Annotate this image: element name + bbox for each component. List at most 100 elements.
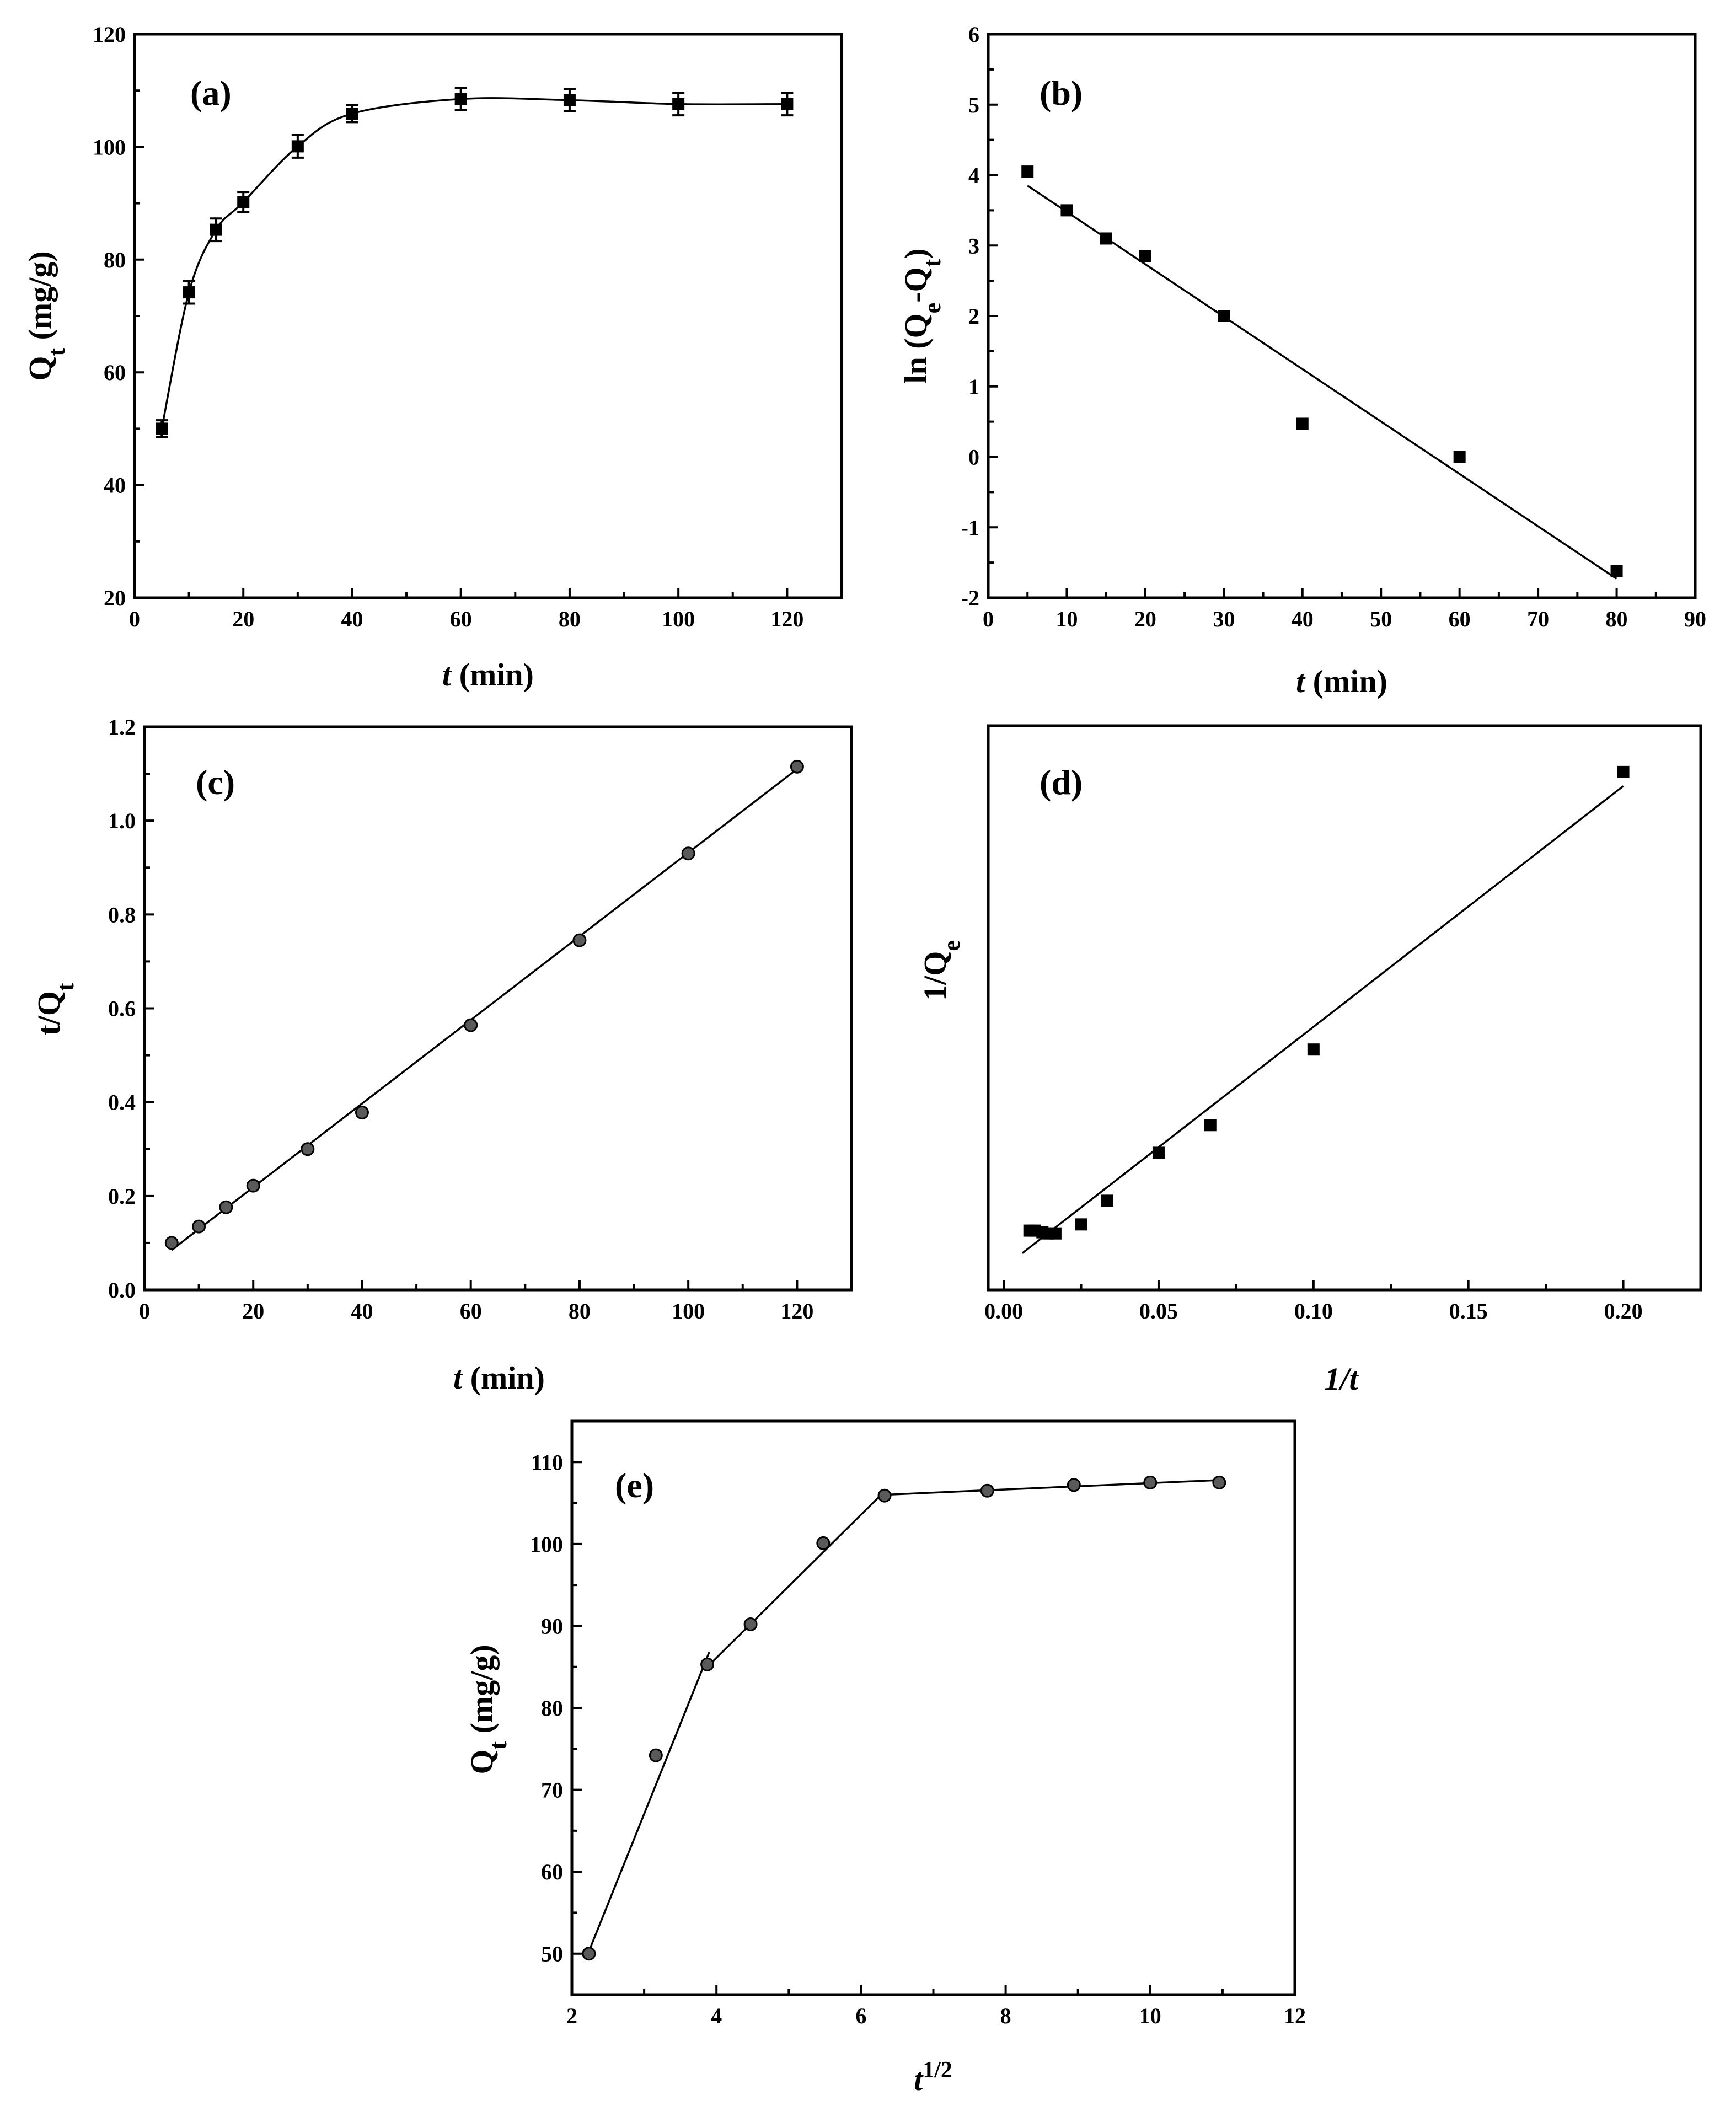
y-tick-label: 60 [541,1860,563,1884]
panel-label: (a) [190,73,232,112]
data-point [346,108,358,120]
x-tick-label: 30 [1213,607,1235,631]
x-axis-title: t1/2 [914,2057,952,2097]
y-tick-label: 1.0 [108,808,136,833]
tick-marks [1003,1280,1625,1290]
x-axis-title-italic: 1/t [1324,1361,1359,1397]
x-tick-label: 0.20 [1604,1299,1643,1323]
y-tick-label: 0.2 [108,1184,136,1209]
data-point [1218,310,1230,322]
y-tick-label: 1 [968,374,979,399]
x-tick-label: 20 [242,1299,264,1323]
data-point [1100,232,1112,245]
x-tick-label: 20 [232,607,254,631]
data-point [1617,765,1630,778]
x-tick-label: 70 [1527,607,1549,631]
y-tick-labels: 0.0 0.2 0.4 0.6 0.8 1.0 1.2 [108,715,136,1303]
panel-label: (c) [196,763,235,802]
plot-frame [143,725,853,1292]
y-tick-label: 4 [968,163,979,188]
data-point [563,94,576,106]
y-axis-title-mid: -Q [898,267,934,302]
fit-line [585,1652,710,1958]
data-point [1101,1194,1113,1207]
x-tick-label: 0 [983,607,994,631]
data-point [1139,250,1151,262]
y-axis-title-rest: (mg/g) [22,251,58,348]
data-point [1152,1146,1165,1159]
data-point [743,1617,758,1631]
plot-frame [987,724,1702,1292]
plot-frame [987,33,1697,599]
x-tick-label: 100 [672,1299,705,1323]
panel-label: (d) [1040,763,1083,802]
x-tick-label: 120 [780,1299,813,1323]
y-axis-title-main: Q [22,356,58,381]
y-axis-title-main: Q [464,1750,500,1775]
data-point [672,98,685,110]
y-tick-label: 80 [541,1696,563,1721]
x-tick-label: 50 [1370,607,1392,631]
y-tick-labels: -2 -1 0 1 2 3 4 5 6 [961,22,979,610]
data-point [816,1536,831,1550]
x-axis-title-italic: t [453,1360,463,1396]
y-tick-label: 20 [104,586,126,610]
x-tick-label: 90 [1684,607,1706,631]
x-tick-label: 40 [1292,607,1314,631]
y-axis-title-sub2: t [919,259,946,267]
series-line [160,97,787,429]
y-tick-label: 1.2 [108,715,136,739]
x-tick-label: 0 [139,1299,150,1323]
data-point [1204,1119,1217,1132]
y-axis-title: 1/Qe [917,940,965,1001]
y-axis-title-main: 1/Q [917,951,953,1001]
plot-frame [133,33,843,599]
y-tick-label: 120 [93,22,126,47]
data-point [582,1947,596,1961]
data-point [1060,204,1073,217]
x-axis-title: t (min) [442,657,534,693]
data-points [582,1475,1226,1961]
y-tick-label: 6 [968,22,979,47]
x-tick-label: 12 [1284,2003,1306,2028]
x-tick-label: 40 [341,607,363,631]
data-point [1610,565,1623,577]
tick-marks [571,1461,1296,1995]
y-axis-title-sub: t [485,1741,512,1750]
data-point [1049,1227,1062,1240]
x-tick-label: 20 [1134,607,1156,631]
data-points [1021,165,1623,577]
tick-marks [143,726,799,1291]
y-tick-label: 0.0 [108,1278,136,1303]
data-point [192,1219,206,1234]
data-point [219,1200,233,1214]
data-point [237,196,250,208]
x-tick-label: 0.10 [1294,1299,1333,1323]
data-point [877,1488,892,1503]
y-tick-label: 5 [968,93,979,117]
x-axis-title-italic: t [442,657,452,693]
y-tick-label: 70 [541,1778,563,1803]
x-axis-title: t (min) [453,1360,545,1396]
y-tick-label: 0.6 [108,996,136,1021]
data-point [291,140,304,153]
x-tick-label: 4 [711,2003,722,2028]
x-tick-labels: 0 10 20 30 40 50 60 70 80 90 [983,607,1706,631]
y-axis-title-rest: (mg/g) [464,1644,500,1741]
fit-line [171,768,798,1251]
y-tick-label: -2 [961,586,979,610]
fit-line [705,1492,883,1669]
y-axis-title-sub: e [938,940,965,951]
x-tick-label: 8 [1000,2003,1011,2028]
fit-lines [160,97,787,429]
x-tick-label: 120 [770,607,803,631]
panel-c: 0 20 40 60 80 100 120 0.0 0.2 0.4 0.6 0.8 1.0 1.2 (c… [31,715,853,1396]
data-point [1453,451,1466,463]
y-tick-label: 100 [530,1532,563,1557]
x-axis-title-main: t [914,2061,924,2097]
x-tick-label: 60 [1449,607,1471,631]
y-tick-label: 0.4 [108,1090,136,1115]
x-tick-label: 6 [855,2003,866,2028]
y-axis-title-sub: t [43,348,70,356]
